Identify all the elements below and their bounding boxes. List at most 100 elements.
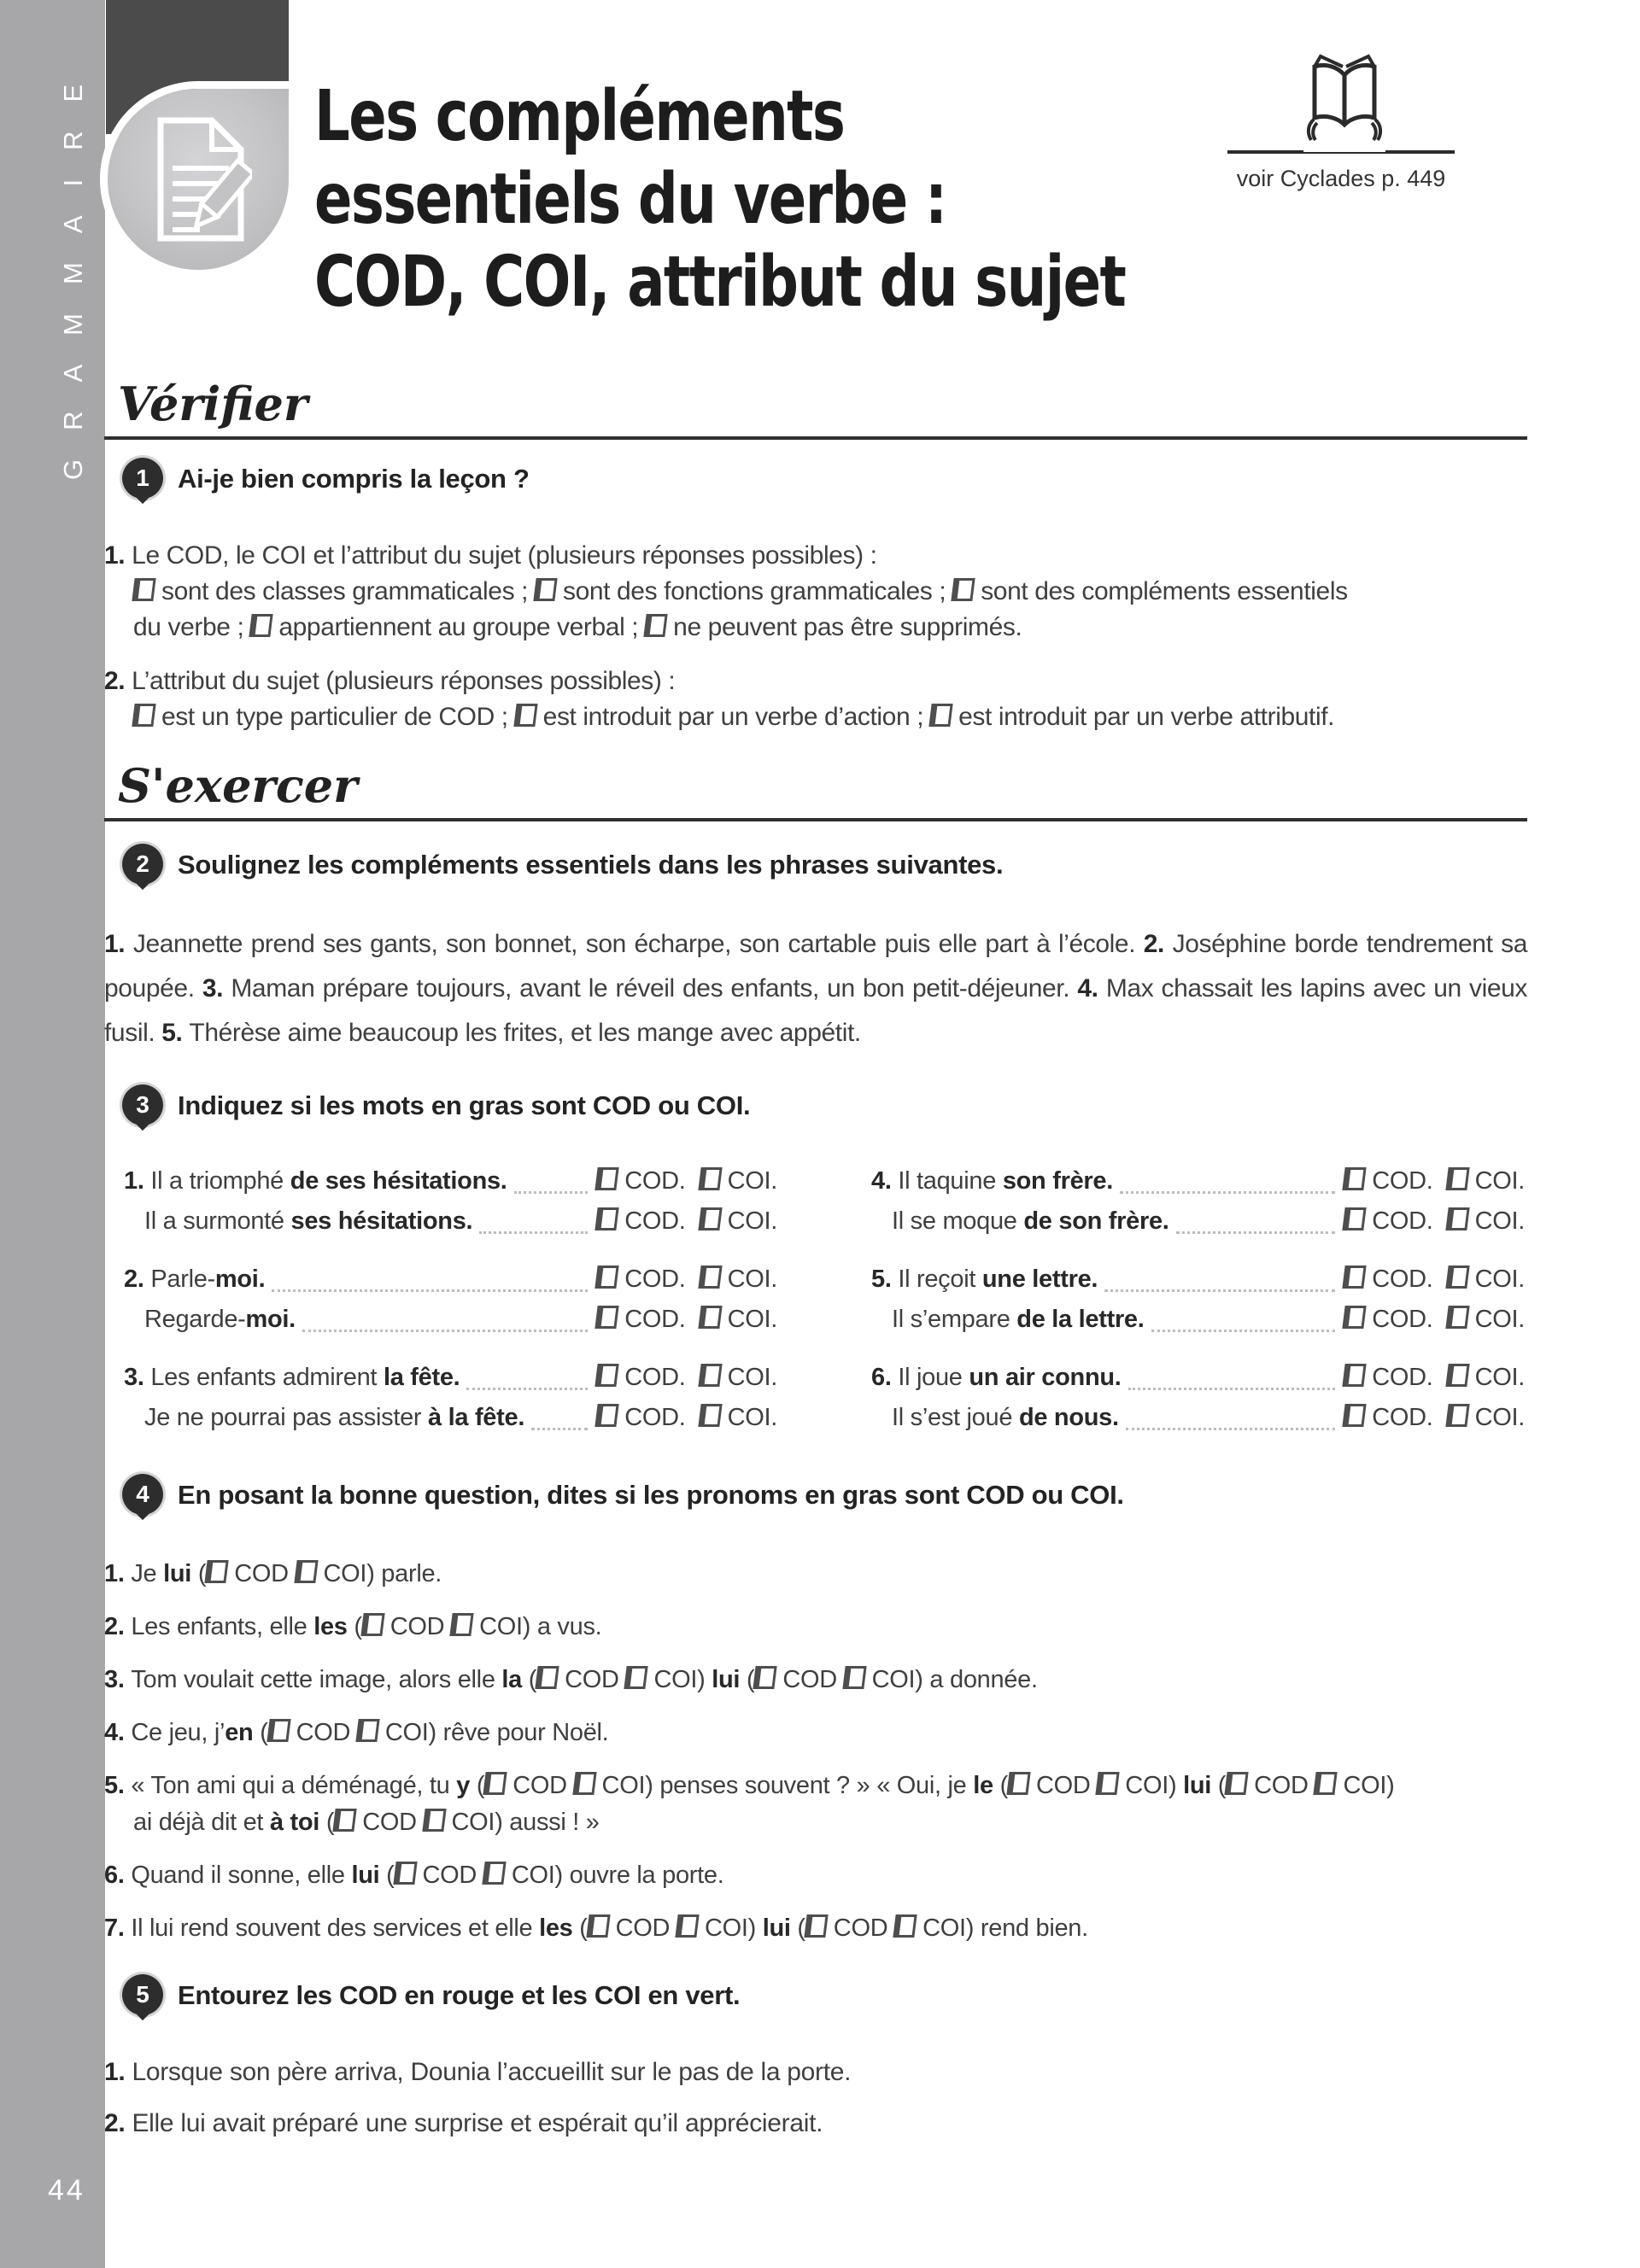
checkbox[interactable] <box>1342 1266 1367 1289</box>
checkbox[interactable] <box>697 1306 723 1329</box>
checkbox-option: COD <box>266 1719 350 1746</box>
bold-word: la fête. <box>383 1364 460 1391</box>
checkbox[interactable] <box>893 1914 917 1938</box>
checkbox-option: COD. <box>594 1364 686 1391</box>
bold-word: 3. <box>124 1364 151 1391</box>
exercise3-group: 2. Parle-moi. COD. COI. Regarde-moi. COD. COI… <box>124 1260 777 1340</box>
checkbox[interactable] <box>392 1862 418 1885</box>
section-rule <box>104 436 1527 440</box>
checkbox-label: COD. <box>624 1207 686 1235</box>
checkbox[interactable] <box>594 1167 619 1190</box>
checkbox[interactable] <box>132 578 156 601</box>
checkbox-label: COD. <box>1372 1207 1433 1235</box>
checkbox-label: COI. <box>1474 1207 1526 1235</box>
bold-word: 4. <box>1077 974 1106 1002</box>
checkbox[interactable] <box>355 1719 380 1742</box>
checkbox-label: COI. <box>1474 1167 1526 1195</box>
answer-checkboxes: COD. COI. <box>594 1161 777 1201</box>
exercise3-row: Il se moque de son frère. COD. COI. <box>871 1201 1525 1242</box>
checkbox-label: COD. <box>1372 1404 1433 1431</box>
checkbox[interactable] <box>753 1666 777 1689</box>
checkbox[interactable] <box>697 1266 723 1289</box>
exercise3-row: 5. Il reçoit une lettre. COD. COI. <box>871 1260 1525 1300</box>
checkbox[interactable] <box>1444 1167 1470 1190</box>
bold-word: de nous. <box>1018 1404 1119 1431</box>
reference-divider <box>1227 150 1455 154</box>
checkbox[interactable] <box>449 1613 474 1636</box>
sidebar-section-label: GRAMMAIRE <box>58 55 88 480</box>
exercise-number-pin: 1 <box>122 458 163 507</box>
exercise-number-pin: 5 <box>122 1974 163 2024</box>
checkbox-option: COD. <box>594 1167 686 1195</box>
exercise2-header: 2 Soulignez les compléments essentiels d… <box>122 844 1527 893</box>
checkbox[interactable] <box>332 1809 357 1832</box>
checkbox[interactable] <box>1444 1404 1470 1427</box>
checkbox[interactable] <box>1342 1404 1367 1427</box>
exercise3-title: Indiquez si les mots en gras sont COD ou… <box>178 1090 751 1120</box>
checkbox[interactable] <box>594 1364 619 1387</box>
checkbox[interactable] <box>1444 1266 1470 1289</box>
checkbox[interactable] <box>585 1914 611 1938</box>
checkbox[interactable] <box>1342 1167 1367 1190</box>
checkbox[interactable] <box>571 1772 597 1795</box>
checkbox[interactable] <box>675 1914 700 1938</box>
checkbox[interactable] <box>293 1560 319 1583</box>
checkbox[interactable] <box>533 578 558 601</box>
dotted-leader <box>466 1388 589 1390</box>
checkbox[interactable] <box>804 1914 829 1938</box>
sentence: 1. Il a triomphé de ses hésitations. <box>124 1167 507 1195</box>
checkbox[interactable] <box>697 1404 723 1427</box>
exercise3-row: 6. Il joue un air connu. COD. COI. <box>871 1358 1525 1398</box>
exercise-item: 1. Lorsque son père arriva, Dounia l’acc… <box>104 2058 852 2086</box>
bold-word: 1. <box>104 2058 132 2086</box>
checkbox[interactable] <box>624 1666 649 1689</box>
checkbox[interactable] <box>594 1306 619 1329</box>
checkbox[interactable] <box>841 1666 867 1689</box>
checkbox[interactable] <box>697 1167 723 1190</box>
checkbox[interactable] <box>928 704 953 727</box>
checkbox[interactable] <box>1095 1772 1120 1795</box>
checkbox[interactable] <box>512 704 538 727</box>
bold-word: lui <box>762 1914 791 1942</box>
checkbox[interactable] <box>482 1862 507 1885</box>
bold-word: 3. <box>202 974 231 1002</box>
bold-word: 6. <box>871 1364 899 1391</box>
checkbox[interactable] <box>132 704 156 727</box>
checkbox[interactable] <box>1444 1207 1470 1230</box>
checkbox[interactable] <box>643 614 668 637</box>
checkbox[interactable] <box>1224 1772 1249 1795</box>
checkbox[interactable] <box>204 1560 229 1583</box>
answer-checkboxes: COD. COI. <box>594 1398 777 1438</box>
checkbox[interactable] <box>1342 1306 1367 1329</box>
bold-word: de ses hésitations. <box>290 1167 507 1195</box>
checkbox[interactable] <box>483 1772 507 1795</box>
checkbox[interactable] <box>594 1266 619 1289</box>
checkbox[interactable] <box>594 1207 619 1230</box>
checkbox[interactable] <box>1313 1772 1338 1795</box>
checkbox[interactable] <box>535 1666 559 1689</box>
checkbox[interactable] <box>1342 1207 1367 1230</box>
checkbox-label: COI <box>871 1666 916 1693</box>
checkbox[interactable] <box>1444 1364 1470 1387</box>
exercise-number-pin: 4 <box>122 1474 163 1523</box>
checkbox[interactable] <box>249 614 274 637</box>
bold-word: ses hésitations. <box>290 1207 473 1235</box>
checkbox[interactable] <box>951 578 975 601</box>
checkbox[interactable] <box>594 1404 619 1427</box>
exercise-item: 2. Elle lui avait préparé une surprise e… <box>104 2109 823 2137</box>
dotted-leader <box>479 1231 589 1234</box>
checkbox[interactable] <box>697 1364 723 1387</box>
checkbox[interactable] <box>421 1809 447 1832</box>
checkbox[interactable] <box>1342 1364 1367 1387</box>
checkbox-label: COI <box>451 1809 495 1836</box>
exercise3-group: 5. Il reçoit une lettre. COD. COI. Il s’emp… <box>871 1260 1525 1340</box>
sentence: 6. Il joue un air connu. <box>871 1364 1122 1391</box>
section-rule <box>104 818 1527 821</box>
checkbox[interactable] <box>360 1613 385 1636</box>
exercise-item: 3. Tom voulait cette image, alors elle l… <box>104 1666 1038 1693</box>
checkbox[interactable] <box>266 1719 291 1742</box>
checkbox[interactable] <box>1006 1772 1031 1795</box>
exercise-item: 7. Il lui rend souvent des services et e… <box>104 1914 1088 1942</box>
checkbox[interactable] <box>1444 1306 1470 1329</box>
checkbox[interactable] <box>697 1207 723 1230</box>
